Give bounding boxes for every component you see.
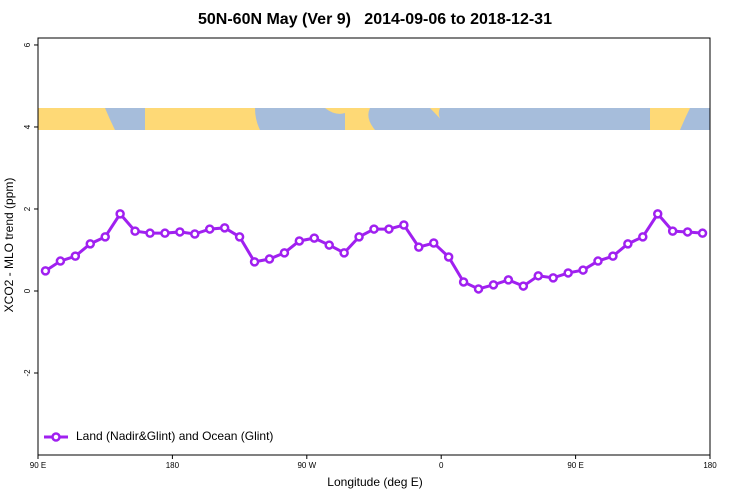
data-point bbox=[682, 227, 693, 237]
chart-title: 50N-60N May (Ver 9) 2014-09-06 to 2018-1… bbox=[198, 11, 552, 28]
data-point bbox=[473, 284, 484, 294]
y-tick-label: -2 bbox=[23, 369, 32, 377]
data-point bbox=[309, 233, 320, 243]
data-point bbox=[294, 236, 305, 246]
data-point bbox=[533, 271, 544, 281]
x-tick-label: 90 E bbox=[567, 461, 583, 470]
y-tick-label: 0 bbox=[23, 288, 32, 293]
data-point bbox=[249, 257, 260, 267]
data-point bbox=[518, 281, 529, 291]
data-point bbox=[563, 268, 573, 278]
y-axis-label: XCO2 - MLO trend (ppm) bbox=[2, 178, 16, 313]
data-point bbox=[145, 228, 155, 238]
x-tick-label: 0 bbox=[439, 461, 444, 470]
data-point bbox=[488, 280, 499, 290]
data-point bbox=[130, 226, 140, 236]
data-point bbox=[204, 224, 215, 234]
data-point bbox=[85, 239, 96, 249]
y-tick-label: 6 bbox=[23, 42, 32, 47]
data-point bbox=[503, 275, 514, 285]
data-point bbox=[623, 239, 633, 249]
data-point bbox=[279, 248, 290, 258]
x-tick-label: 90 W bbox=[297, 461, 316, 470]
x-tick-label: 90 E bbox=[30, 461, 46, 470]
data-point bbox=[324, 240, 334, 250]
data-point bbox=[697, 228, 708, 238]
data-point bbox=[115, 209, 125, 219]
data-point bbox=[190, 229, 200, 239]
map-strip bbox=[38, 108, 710, 130]
data-point bbox=[339, 248, 349, 258]
data-point bbox=[234, 232, 245, 242]
data-point bbox=[548, 273, 558, 283]
data-point bbox=[40, 266, 51, 276]
data-point bbox=[652, 209, 663, 219]
plot-frame bbox=[37, 37, 711, 456]
data-point bbox=[70, 251, 81, 261]
y-tick-label: 2 bbox=[23, 206, 32, 211]
data-point bbox=[443, 252, 454, 262]
data-point bbox=[399, 220, 409, 230]
data-point bbox=[638, 232, 648, 242]
x-axis-label: Longitude (deg E) bbox=[327, 475, 422, 489]
data-point bbox=[384, 224, 394, 234]
y-tick-label: 4 bbox=[23, 124, 32, 129]
data-point bbox=[55, 256, 66, 266]
data-point bbox=[578, 265, 588, 275]
data-point bbox=[354, 232, 364, 242]
data-point bbox=[369, 224, 379, 234]
data-point bbox=[414, 242, 424, 252]
data-point bbox=[593, 256, 603, 266]
data-point bbox=[175, 227, 185, 237]
data-point bbox=[100, 232, 110, 242]
data-point bbox=[608, 251, 618, 261]
data-point bbox=[458, 277, 469, 287]
x-tick-label: 180 bbox=[703, 461, 717, 470]
data-point bbox=[160, 228, 170, 238]
data-point bbox=[428, 238, 439, 248]
legend-label: Land (Nadir&Glint) and Ocean (Glint) bbox=[76, 429, 273, 443]
x-tick-label: 180 bbox=[166, 461, 180, 470]
data-point bbox=[264, 254, 275, 264]
legend-marker bbox=[51, 432, 61, 442]
data-point bbox=[219, 223, 230, 233]
data-point bbox=[667, 226, 678, 236]
